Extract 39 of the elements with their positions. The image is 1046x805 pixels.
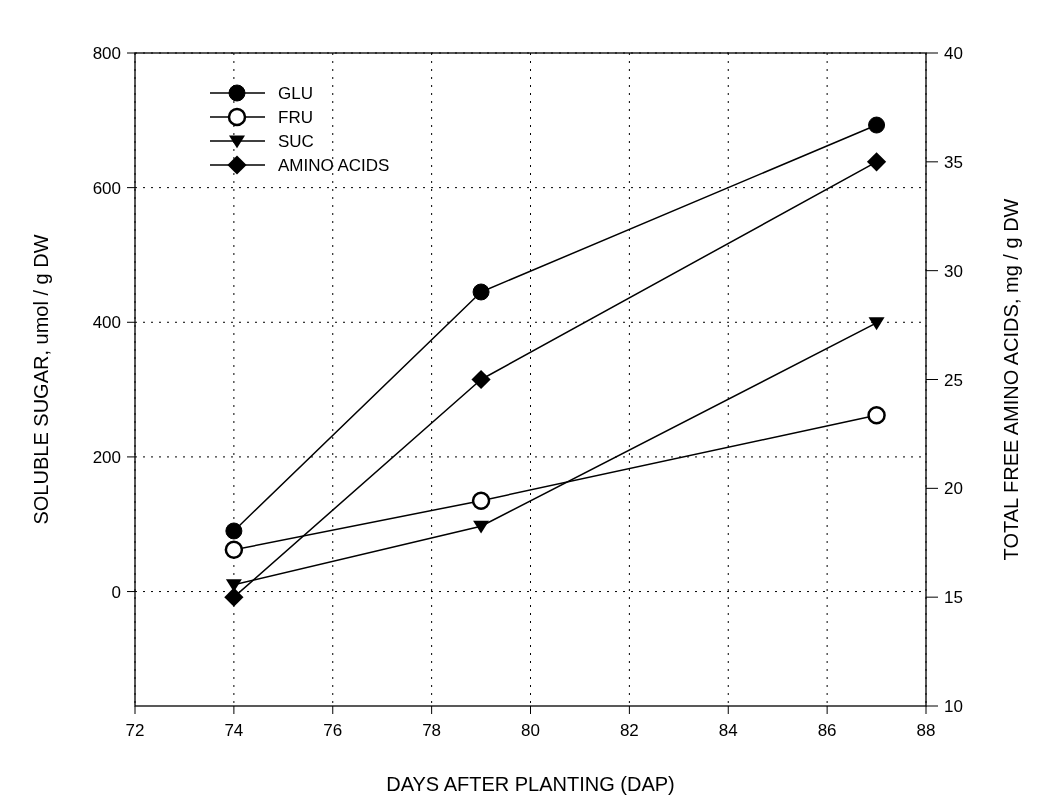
y2-tick-label: 30 (944, 261, 963, 281)
x-tick-label: 80 (521, 721, 540, 740)
legend-label: AMINO ACIDS (278, 156, 390, 175)
point (868, 116, 886, 134)
y-tick-label: 600 (92, 178, 121, 198)
y2-tick-label: 20 (944, 479, 963, 499)
y-tick-label: 200 (92, 447, 121, 467)
legend-label: SUC (278, 132, 314, 151)
x-tick-label: 84 (718, 721, 738, 740)
x-tick-label: 76 (323, 721, 343, 740)
y-tick-label: 400 (92, 313, 121, 333)
point (471, 491, 491, 510)
point (225, 522, 243, 540)
y2-tick-label: 25 (944, 370, 963, 390)
y2-tick-label: 15 (944, 588, 963, 608)
point (868, 317, 885, 331)
x-tick-label: 86 (817, 721, 837, 740)
x-tick-label: 72 (125, 721, 145, 740)
point (867, 405, 886, 425)
x-tick-label: 78 (422, 721, 442, 740)
y2-axis-title: TOTAL FREE AMINO ACIDS, mg / g DW (1000, 198, 1022, 561)
x-axis-title: DAYS AFTER PLANTING (DAP) (386, 773, 675, 795)
point (224, 540, 244, 560)
point (472, 283, 490, 301)
point (471, 369, 491, 390)
y-tick-label: 800 (92, 44, 121, 63)
point (224, 587, 244, 607)
y2-tick-label: 10 (944, 697, 963, 716)
x-tick-label: 82 (619, 721, 639, 740)
y-tick-label: 0 (111, 582, 121, 602)
y2-tick-label: 35 (944, 152, 963, 172)
y2-tick-label: 40 (944, 44, 963, 63)
y-axis-title: SOLUBLE SUGAR, umol / g DW (30, 234, 52, 525)
legend-label: GLU (278, 84, 313, 103)
point (473, 520, 490, 534)
legend-label: FRU (278, 108, 313, 127)
x-tick-label: 88 (916, 721, 936, 740)
x-tick-label: 74 (224, 721, 244, 740)
point (866, 152, 887, 172)
